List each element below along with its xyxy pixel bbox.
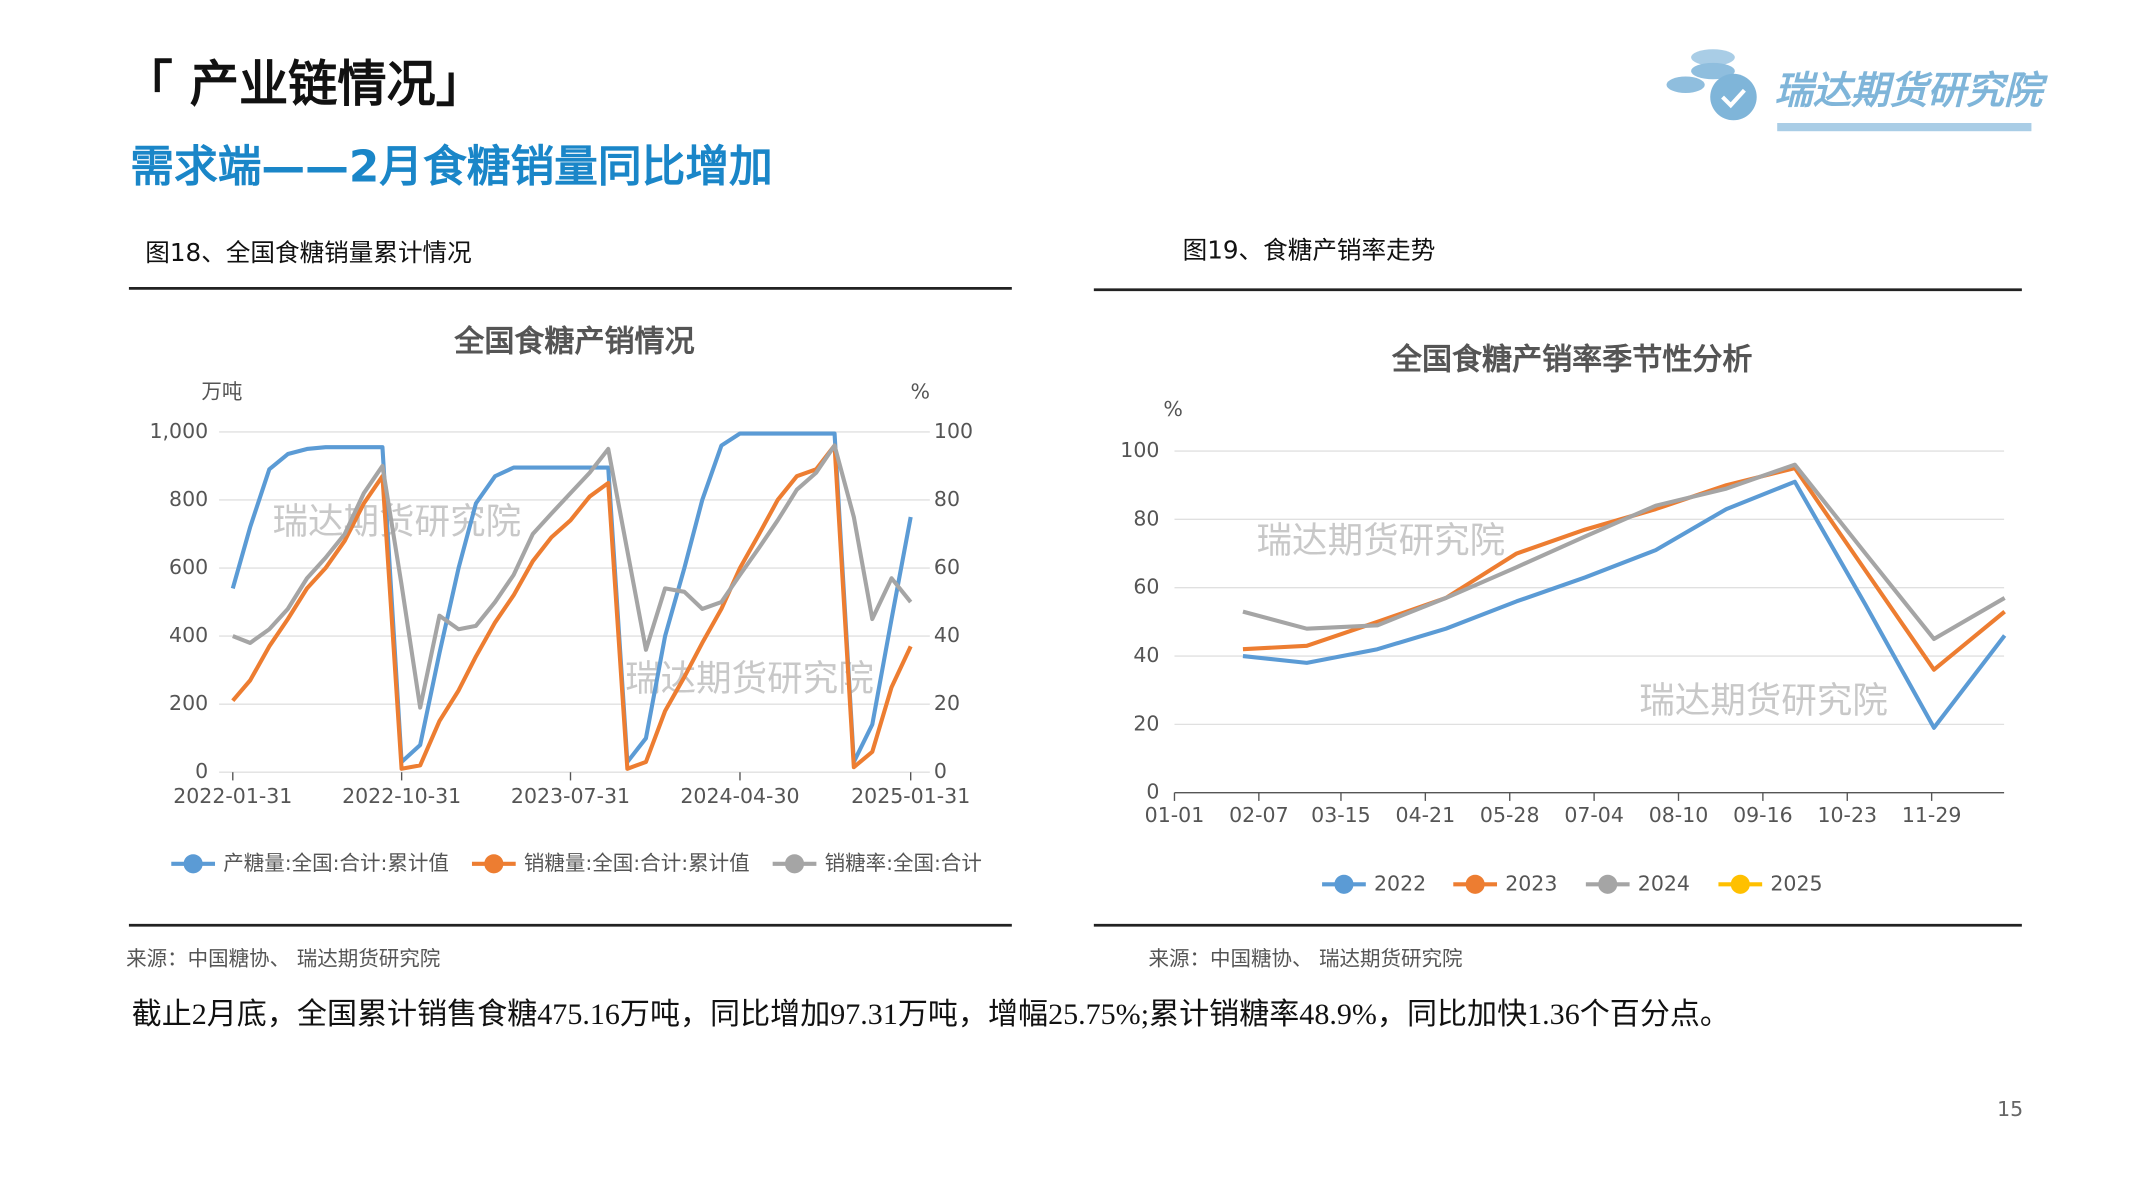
watermark: 瑞达期货研究院 [625, 659, 874, 700]
slide-title: 「 产业链情况」 [123, 55, 484, 113]
y-tick-label: 60 [1133, 575, 1159, 599]
y2-tick-label: 60 [934, 555, 960, 579]
x-tick-label: 11-29 [1902, 803, 1962, 827]
y2-axis-label: % [911, 379, 930, 403]
series-line [1242, 466, 2006, 672]
series-line [1242, 462, 2006, 642]
legend-label: 2022 [1374, 871, 1426, 895]
x-tick-label: 09-16 [1733, 803, 1793, 827]
x-tick-label: 2025-01-31 [851, 784, 970, 808]
body-text: 截止2月底，全国累计销售食糖475.16万吨，同比增加97.31万吨，增幅25.… [132, 997, 1730, 1031]
watermark: 瑞达期货研究院 [272, 501, 521, 542]
legend-marker [1334, 874, 1354, 894]
x-tick-label: 04-21 [1396, 803, 1456, 827]
y2-tick-label: 0 [934, 759, 947, 783]
legend-label: 产糖量:全国:合计:累计值 [223, 851, 449, 875]
y-tick-label: 400 [169, 623, 208, 647]
y2-tick-label: 100 [934, 419, 973, 443]
y-tick-label: 600 [169, 555, 208, 579]
legend-marker [484, 854, 504, 874]
y-tick-label: 1,000 [149, 419, 208, 443]
legend-label: 销糖率:全国:合计 [825, 851, 982, 875]
x-tick-label: 07-04 [1564, 803, 1624, 827]
y-tick-label: 100 [1120, 438, 1159, 462]
page-number: 15 [1997, 1097, 2023, 1121]
x-tick-label: 08-10 [1649, 803, 1709, 827]
legend-label: 2025 [1770, 871, 1822, 895]
x-tick-label: 05-28 [1480, 803, 1540, 827]
x-tick-label: 2022-01-31 [173, 784, 292, 808]
x-tick-label: 10-23 [1817, 803, 1877, 827]
x-tick-label: 03-15 [1311, 803, 1371, 827]
logo: 瑞达期货研究院 [1666, 49, 2048, 132]
y2-tick-label: 40 [934, 623, 960, 647]
chart-title: 全国食糖产销率季节性分析 [1391, 342, 1753, 377]
logo-text: 瑞达期货研究院 [1774, 68, 2047, 113]
x-tick-label: 2024-04-30 [680, 784, 799, 808]
watermark: 瑞达期货研究院 [1639, 681, 1888, 722]
y-tick-label: 800 [169, 487, 208, 511]
legend-marker [1598, 874, 1618, 894]
y2-tick-label: 20 [934, 691, 960, 715]
y-tick-label: 20 [1133, 711, 1159, 735]
x-tick-label: 2022-10-31 [342, 784, 461, 808]
y-tick-label: 0 [1146, 780, 1159, 804]
source: 来源：中国糖协、 瑞达期货研究院 [126, 946, 440, 970]
legend-marker [183, 854, 203, 874]
slide-subtitle: 需求端——2月食糖销量同比增加 [130, 141, 772, 192]
y-tick-label: 200 [169, 691, 208, 715]
legend-label: 2024 [1638, 871, 1690, 895]
x-tick-label: 2023-07-31 [511, 784, 630, 808]
legend-marker [1465, 874, 1485, 894]
chart-title: 全国食糖产销情况 [453, 325, 694, 360]
y-tick-label: 40 [1133, 643, 1159, 667]
watermark: 瑞达期货研究院 [1257, 521, 1506, 562]
y-axis-label: % [1163, 397, 1182, 421]
legend-label: 销糖量:全国:合计:累计值 [524, 851, 750, 875]
y2-tick-label: 80 [934, 487, 960, 511]
series-line [230, 431, 913, 765]
x-tick-label: 01-01 [1145, 803, 1205, 827]
source: 来源：中国糖协、 瑞达期货研究院 [1149, 946, 1463, 970]
y-axis-label: 万吨 [201, 379, 242, 403]
series-line [1242, 479, 2007, 730]
legend-label: 2023 [1505, 871, 1557, 895]
series-line [232, 443, 913, 710]
legend-marker [784, 854, 805, 874]
legend-marker [1730, 874, 1750, 894]
figure-caption: 图19、食糖产销率走势 [1183, 235, 1436, 264]
y-tick-label: 0 [195, 759, 208, 783]
y-tick-label: 80 [1133, 506, 1159, 530]
series-line [231, 443, 913, 771]
figure-caption: 图18、全国食糖销量累计情况 [145, 238, 471, 267]
x-tick-label: 02-07 [1229, 803, 1289, 827]
